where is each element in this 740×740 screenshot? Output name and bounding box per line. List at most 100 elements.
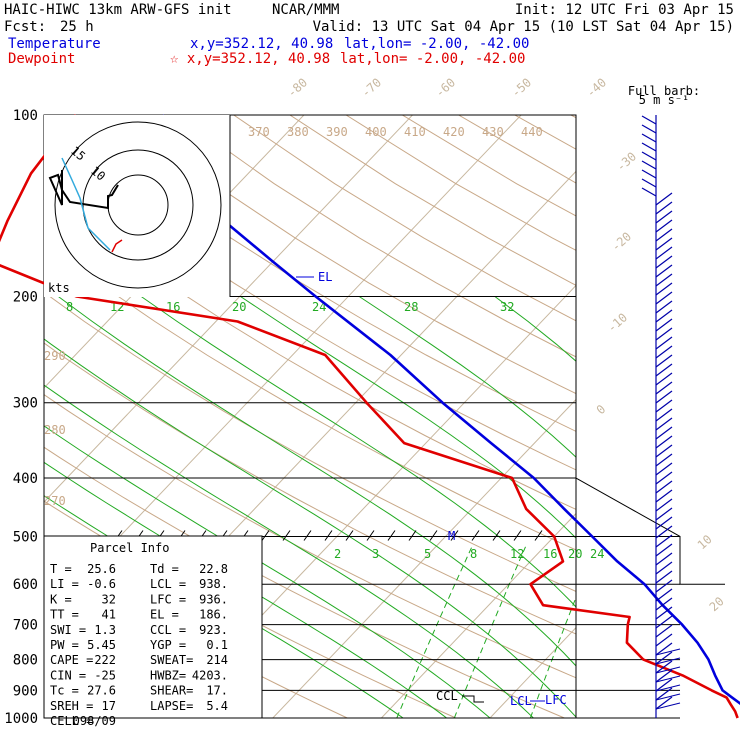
temperature-tick-label: 20: [707, 594, 727, 614]
parcel-info-cell: 923.: [199, 623, 228, 637]
hodograph-trace-secondary: [61, 157, 111, 251]
wind-barb: [655, 345, 673, 359]
wind-barb: [655, 309, 673, 323]
wind-barb: [655, 579, 673, 593]
parcel-info-box: Parcel Info T = 25.6 Td = 22.8 LI = -0.6 LCL = 9…: [43, 535, 263, 728]
annotation-m: M: [448, 529, 455, 543]
dry-adiabat-line: [233, 115, 576, 322]
parcel-info-cell: PW =: [50, 638, 79, 652]
parcel-info-cell: Tc =: [50, 684, 79, 698]
hatch-mark: [345, 530, 354, 541]
parcel-info-cell: EL =: [150, 608, 179, 622]
wind-barb: [641, 124, 657, 134]
temperature-tick-label: -80: [285, 75, 310, 100]
hatch-mark: [534, 530, 543, 541]
wind-barb: [655, 570, 673, 584]
pressure-tick-label: 300: [13, 396, 38, 412]
wind-barb: [655, 462, 673, 476]
hatch-mark: [366, 530, 375, 541]
parcel-info-cell: SWI =: [50, 623, 86, 637]
dry-adiabat-line: [44, 342, 576, 635]
parcel-info-cell: LCL =: [150, 577, 186, 591]
isotherm-line: [272, 398, 576, 718]
parcel-info-cell: 5.45: [87, 638, 116, 652]
wind-barb-feather: [655, 666, 681, 674]
wind-barb: [655, 408, 673, 422]
theta-side-label: 290: [44, 349, 66, 363]
hatch-mark: [408, 530, 417, 541]
dry-adiabat-line: [121, 115, 576, 395]
temperature-tick-label: 10: [695, 532, 715, 552]
wind-barb: [655, 219, 673, 233]
wind-barb: [655, 435, 673, 449]
mixing-ratio-label: 20: [568, 547, 582, 561]
dry-adiabat-line: [44, 192, 576, 510]
wind-barb: [655, 687, 673, 701]
dry-adiabat-line: [177, 115, 576, 358]
parcel-info-cell: CELL =: [50, 714, 93, 728]
wind-barb: [655, 678, 673, 692]
parcel-info-cell: YGP =: [150, 638, 186, 652]
temperature-tick-label: -60: [433, 75, 458, 100]
wind-barb: [655, 336, 673, 350]
parcel-info-cell: K =: [50, 592, 72, 606]
hodograph-background: [44, 115, 230, 297]
moist-adiabat-label: 28: [404, 300, 418, 314]
theta-label: 440: [521, 125, 543, 139]
wind-barb: [655, 606, 673, 620]
parcel-info-cell: 25.6: [87, 562, 116, 576]
hodograph-trace-tertiary: [111, 239, 123, 253]
wind-barb: [641, 187, 657, 197]
wind-barb: [655, 390, 673, 404]
moist-adiabat-label: 20: [232, 300, 246, 314]
pressure-tick-label: 800: [13, 653, 38, 669]
wind-barb: [655, 372, 673, 386]
hatch-mark: [492, 530, 501, 541]
theta-label: 400: [365, 125, 387, 139]
dry-adiabat-line: [402, 115, 576, 217]
mixing-ratio-label: 2: [334, 547, 341, 561]
pressure-tick-label: 200: [13, 290, 38, 306]
pressure-tick-label: 900: [13, 683, 38, 699]
plot-frame-skew: [575, 477, 725, 585]
wind-barb: [655, 696, 673, 710]
theta-label: 420: [443, 125, 465, 139]
header-model: HAIC-HIWC 13km ARW-GFS init: [4, 2, 232, 18]
annotation-ccl: CCL: [436, 689, 458, 703]
pressure-tick-label: 500: [13, 529, 38, 545]
barb-legend-1: Full barb:: [628, 84, 700, 98]
wind-barb: [655, 480, 673, 494]
temperature-tick-label: -40: [584, 75, 609, 100]
hatch-mark: [324, 530, 333, 541]
parcel-info-cell: -25: [94, 668, 116, 682]
parcel-info-cell: 5.4: [206, 699, 228, 713]
annotation-lfc: LFC: [545, 693, 567, 707]
pressure-tick-label: 1000: [4, 711, 38, 727]
wind-barb-feather: [655, 684, 681, 692]
dry-adiabat-line: [289, 115, 576, 286]
wind-barb: [655, 237, 673, 251]
legend-dewpoint-xy: ☆ x,y=352.12, 40.98: [170, 51, 330, 67]
wind-barb: [655, 282, 673, 296]
isotherm-line: [489, 626, 576, 718]
parcel-info-cell: SHEAR=: [150, 684, 193, 698]
wind-barb: [655, 633, 673, 647]
dry-adiabat-line: [44, 393, 576, 679]
mixing-ratio-label: 3: [372, 547, 379, 561]
parcel-info-cell: CAPE =: [50, 653, 93, 667]
temperature-tick-label: -50: [509, 75, 534, 100]
parcel-info-cell: CIN =: [50, 668, 86, 682]
wind-barb: [655, 507, 673, 521]
pressure-tick-label: 400: [13, 471, 38, 487]
header-init: Init: 12 UTC Fri 03 Apr 15: [515, 2, 734, 18]
wind-barb: [641, 178, 657, 188]
parcel-info-cell: 938.: [199, 577, 228, 591]
hatch-mark: [387, 530, 396, 541]
wind-barb-feather: [655, 675, 681, 683]
temperature-tick-label: -30: [614, 149, 639, 174]
parcel-info-cell: LI =: [50, 577, 79, 591]
temperature-tick-label: -10: [605, 310, 630, 335]
parcel-info-cell: 22.8: [199, 562, 228, 576]
legend-dewpoint-latlon: lat,lon= -2.00, -42.00: [340, 51, 525, 67]
